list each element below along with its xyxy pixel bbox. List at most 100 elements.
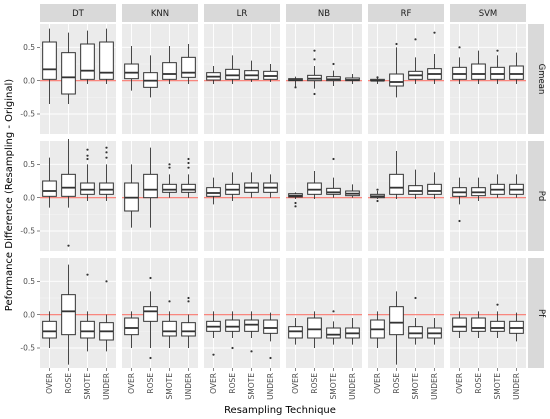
column-strip-label: RF — [401, 9, 412, 19]
box-gmean-rf-under — [427, 31, 442, 84]
panel-pf-knn — [122, 258, 198, 368]
box-pf-lr-rose — [225, 311, 240, 350]
outlier-point — [168, 166, 171, 169]
box-gmean-nb-rose — [307, 49, 322, 96]
box-pf-knn-under — [181, 296, 196, 348]
box-pd-lr-over — [206, 177, 221, 205]
strip-background — [122, 4, 198, 22]
x-tick-label: UNDER — [512, 373, 521, 400]
box-pf-nb-rose — [307, 311, 322, 348]
iqr-box — [408, 326, 423, 339]
box-gmean-dt-over — [42, 28, 57, 104]
panel-background — [368, 258, 444, 368]
x-tick-label: SMOTE — [247, 373, 256, 400]
row-strip-label: Pd — [536, 191, 546, 202]
iqr-box — [263, 319, 278, 334]
box-pf-knn-over — [124, 311, 139, 348]
y-tick-label: 0.0 — [23, 310, 35, 319]
box-pd-knn-under — [181, 157, 196, 198]
box-gmean-lr-rose — [225, 55, 240, 84]
outlier-point — [395, 42, 398, 46]
box-pf-rf-under — [427, 318, 442, 345]
panel-pf-dt — [40, 258, 116, 368]
outlier-point — [86, 157, 89, 161]
box-pf-lr-under — [263, 312, 278, 360]
box-pd-nb-over — [288, 192, 303, 208]
strip-top-svm: SVM — [450, 4, 526, 22]
outlier-point — [168, 163, 171, 166]
iqr-box — [61, 294, 76, 336]
x-tick-label: UNDER — [266, 373, 275, 400]
outlier-point — [294, 201, 297, 205]
outlier-point — [458, 46, 461, 49]
box-pd-nb-under — [345, 184, 360, 198]
iqr-box — [61, 173, 76, 197]
strip-background — [528, 258, 544, 368]
box-pd-dt-over — [42, 157, 57, 208]
panel-pf-svm — [450, 258, 526, 368]
box-pd-lr-under — [263, 174, 278, 198]
box-pf-svm-under — [509, 312, 524, 342]
outlier-point — [168, 300, 171, 303]
box-pf-dt-smote — [80, 273, 95, 352]
iqr-box — [42, 41, 57, 80]
outlier-point — [496, 303, 499, 306]
x-tick-label: SMOTE — [165, 373, 174, 400]
x-tick-label: SMOTE — [329, 373, 338, 400]
box-gmean-nb-over — [288, 76, 303, 89]
outlier-point — [187, 300, 190, 303]
iqr-box — [408, 185, 423, 195]
box-pf-nb-under — [345, 318, 360, 345]
iqr-box — [389, 306, 404, 336]
y-tick-label: -0.5 — [20, 344, 35, 353]
x-tick-label: ROSE — [64, 373, 73, 394]
outlier-point — [496, 49, 499, 52]
box-pd-rf-under — [427, 172, 442, 199]
box-pf-nb-over — [288, 318, 303, 345]
box-pd-rf-rose — [389, 151, 404, 199]
strip-top-nb: NB — [286, 4, 362, 22]
outlier-point — [313, 49, 316, 52]
strip-background — [450, 4, 526, 22]
y-tick-label: 0.0 — [23, 76, 35, 85]
outlier-point — [458, 219, 461, 223]
box-pd-knn-smote — [162, 163, 177, 198]
y-tick-label: 0.5 — [23, 43, 35, 52]
box-pf-svm-rose — [471, 311, 486, 338]
row-strip-label: Pf — [536, 309, 546, 318]
iqr-box — [225, 319, 240, 332]
x-tick-label: ROSE — [228, 373, 237, 394]
iqr-box — [124, 317, 139, 336]
panel-background — [450, 258, 526, 368]
outlier-point — [105, 156, 108, 159]
box-gmean-knn-under — [181, 44, 196, 84]
y-tick-label: 0.5 — [23, 277, 35, 286]
outlier-point — [294, 205, 297, 208]
x-tick-label: SMOTE — [83, 373, 92, 400]
axis-layer: -0.5 0.0 0.5 -0.5 0.0 0.5 -0.5 0.0 0.5 OVER ROSE SM… — [20, 43, 521, 400]
outlier-point — [250, 350, 253, 353]
iqr-box — [307, 317, 322, 339]
box-gmean-dt-rose — [61, 32, 76, 104]
iqr-box — [326, 327, 341, 339]
outlier-point — [313, 58, 316, 61]
box-pf-lr-smote — [244, 311, 259, 353]
x-tick-label: UNDER — [348, 373, 357, 400]
x-tick-label: UNDER — [102, 373, 111, 400]
box-pd-lr-smote — [244, 172, 259, 198]
box-gmean-knn-over — [124, 46, 139, 91]
box-gmean-knn-rose — [143, 55, 158, 98]
outlier-point — [187, 166, 190, 169]
box-gmean-dt-under — [99, 28, 114, 84]
row-strip-label: Gmean — [536, 64, 546, 95]
x-tick-label: ROSE — [392, 373, 401, 394]
box-pd-knn-rose — [143, 147, 158, 228]
box-pd-dt-under — [99, 146, 114, 201]
box-pd-lr-rose — [225, 172, 240, 201]
box-gmean-svm-smote — [490, 49, 505, 84]
box-gmean-svm-under — [509, 52, 524, 84]
y-tick-label: -0.5 — [20, 227, 35, 236]
outlier-point — [376, 199, 379, 203]
outlier-point — [332, 62, 335, 66]
outlier-point — [414, 296, 417, 300]
